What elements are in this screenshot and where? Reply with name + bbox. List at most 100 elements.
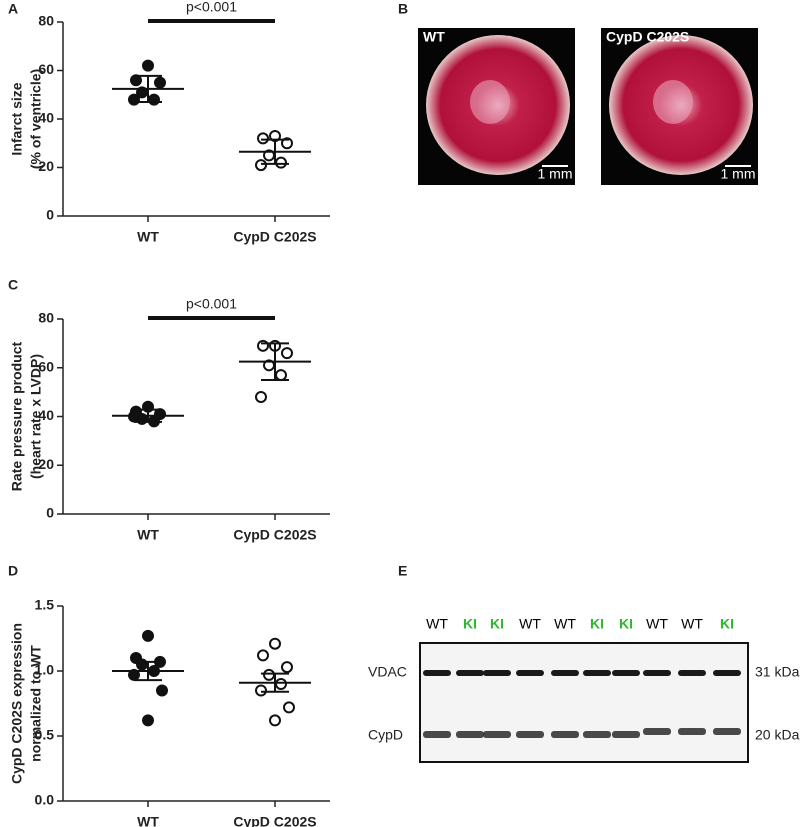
y-tick-label: 0 (46, 207, 54, 223)
y-axis-label: CypD C202S expression (9, 623, 25, 784)
data-point (281, 661, 293, 674)
scale-label: 1 mm (721, 166, 756, 182)
data-point (275, 369, 287, 382)
lane-label: WT (681, 616, 703, 632)
data-point (128, 93, 140, 106)
y-tick-label: 40 (38, 407, 54, 423)
data-point (281, 137, 293, 150)
data-point (257, 132, 269, 145)
band (423, 670, 451, 676)
panel-label: A (8, 1, 18, 17)
y-axis-label: Infarct size (9, 82, 25, 155)
data-point (257, 649, 269, 662)
data-point (156, 684, 168, 697)
data-point (142, 59, 154, 72)
band (456, 731, 484, 738)
lane-label: KI (590, 616, 604, 632)
y-tick-label: 60 (38, 358, 54, 374)
x-tick-label: WT (137, 814, 159, 827)
error-bar (261, 138, 289, 165)
y-axis-label: (% of ventricle) (28, 69, 44, 169)
band (516, 731, 544, 738)
band (713, 670, 741, 676)
y-tick-label: 80 (38, 310, 54, 326)
band (551, 731, 579, 738)
photo-label: CypD C202S (606, 29, 689, 45)
band (678, 670, 706, 676)
band (678, 728, 706, 735)
band-name: VDAC (368, 664, 407, 680)
error-bar (261, 672, 289, 693)
data-point (283, 701, 295, 714)
data-point (275, 156, 287, 169)
y-axis-label: (heart rate x LVDP) (28, 354, 44, 479)
band (583, 670, 611, 676)
y-axis-label: Rate pressure product (9, 341, 25, 491)
band (551, 670, 579, 676)
error-bar (134, 408, 162, 423)
x-tick-label: WT (137, 527, 159, 543)
panel-label: B (398, 1, 408, 17)
band (483, 731, 511, 738)
band (483, 670, 511, 676)
panel-label: C (8, 277, 18, 293)
band-size: 20 kDa (755, 727, 800, 743)
data-point (263, 668, 275, 681)
band (643, 728, 671, 735)
band-name: CypD (368, 727, 403, 743)
band (643, 670, 671, 676)
band (583, 731, 611, 738)
significance-label: p<0.001 (186, 296, 237, 312)
lane-label: WT (554, 616, 576, 632)
y-tick-label: 20 (38, 158, 54, 174)
scale-label: 1 mm (538, 166, 573, 182)
data-point (281, 347, 293, 360)
y-tick-label: 1.0 (35, 662, 55, 678)
lane-label: KI (619, 616, 633, 632)
y-axis-label: normalized to WT (28, 645, 44, 762)
error-bar (261, 342, 289, 381)
lane-label: WT (519, 616, 541, 632)
panel-label: D (8, 563, 18, 579)
y-tick-label: 20 (38, 456, 54, 472)
lane-label: KI (463, 616, 477, 632)
y-tick-label: 80 (38, 13, 54, 29)
y-tick-label: 40 (38, 110, 54, 126)
y-tick-label: 60 (38, 61, 54, 77)
y-tick-label: 0.0 (35, 792, 55, 808)
data-point (255, 684, 267, 697)
x-tick-label: CypD C202S (233, 527, 316, 543)
significance-label: p<0.001 (186, 0, 237, 15)
data-point (154, 76, 166, 89)
band (456, 670, 484, 676)
blot (419, 642, 749, 763)
data-point (142, 629, 154, 642)
band (612, 670, 640, 676)
data-point (257, 339, 269, 352)
data-point (269, 714, 281, 727)
band (612, 731, 640, 738)
lane-label: KI (490, 616, 504, 632)
data-point (255, 391, 267, 403)
data-point (255, 159, 267, 172)
lane-label: WT (646, 616, 668, 632)
x-tick-label: CypD C202S (233, 229, 316, 245)
x-tick-label: WT (137, 229, 159, 245)
y-tick-label: 1.5 (35, 597, 55, 613)
data-point (269, 637, 281, 650)
y-tick-label: 0.5 (35, 727, 55, 743)
data-point (275, 678, 287, 690)
heart-core (470, 80, 510, 124)
error-bar (134, 74, 162, 104)
band (423, 731, 451, 738)
data-point (148, 93, 160, 106)
photo-label: WT (423, 29, 445, 45)
data-point (142, 714, 154, 727)
heart-core (653, 80, 693, 124)
lane-label: WT (426, 616, 448, 632)
lane-label: KI (720, 616, 734, 632)
band (713, 728, 741, 735)
band-size: 31 kDa (755, 664, 800, 680)
panel-label: E (398, 563, 407, 579)
